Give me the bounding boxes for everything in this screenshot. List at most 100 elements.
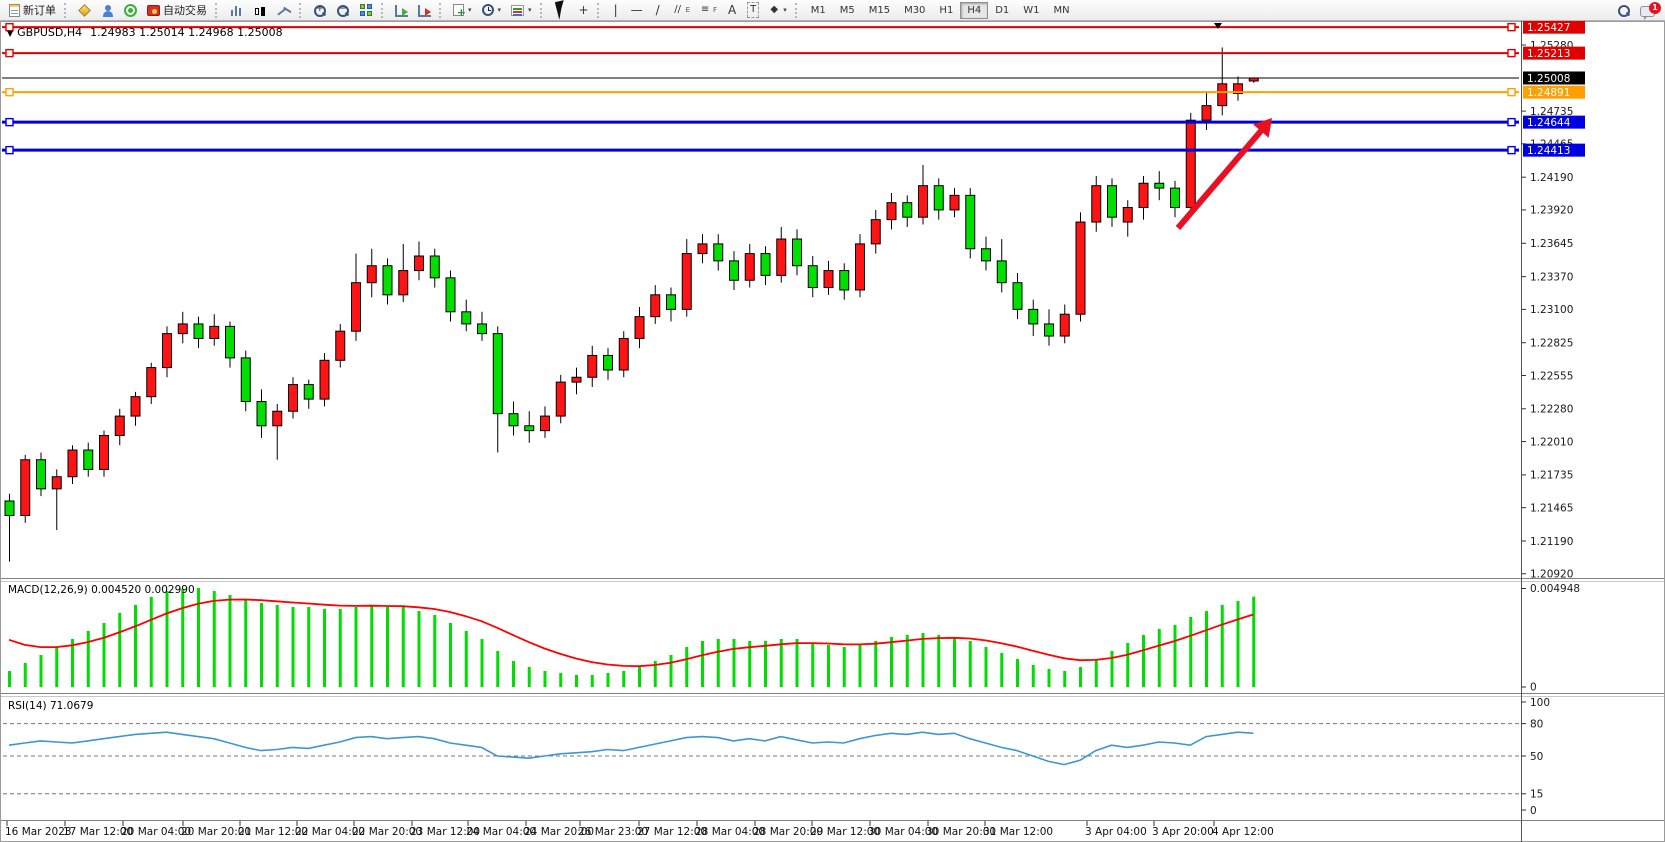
line-handle[interactable] xyxy=(5,117,14,127)
svg-text:21 Mar 12:00: 21 Mar 12:00 xyxy=(238,826,308,838)
zoom-out-icon: − xyxy=(336,4,349,17)
line-handle[interactable] xyxy=(5,48,14,58)
candle xyxy=(902,202,913,218)
price-tags: 1.25427 1.25213 1.25008 1.24891 1.24644 1.244… xyxy=(1523,21,1585,157)
vertical-line-tool-button[interactable]: | xyxy=(606,1,626,19)
svg-text:80: 80 xyxy=(1530,718,1543,730)
horizontal-line-tool-button[interactable]: — xyxy=(626,1,648,19)
line-handle[interactable] xyxy=(1507,87,1516,97)
candle xyxy=(67,449,78,478)
svg-text:1.24735: 1.24735 xyxy=(1530,106,1573,118)
line-chart-mode-button[interactable] xyxy=(272,1,296,19)
auto-scroll-button[interactable] xyxy=(390,1,413,19)
trendline-tool-button[interactable]: / xyxy=(648,1,668,19)
candle xyxy=(1170,187,1180,209)
svg-text:50: 50 xyxy=(1530,751,1543,763)
timeframe-button-w1[interactable]: W1 xyxy=(1023,4,1040,16)
timeframe-button-mn[interactable]: MN xyxy=(1053,4,1070,16)
price-tag xyxy=(1523,85,1585,99)
line-handle[interactable] xyxy=(5,87,14,97)
candle xyxy=(839,270,850,291)
fibonacci-tool-button[interactable]: ≡ F xyxy=(700,4,718,15)
timeframe-button-m1[interactable]: M1 xyxy=(810,4,826,16)
timeframe-button-m30[interactable]: M30 xyxy=(904,4,926,16)
svg-text:23 Mar 12:00: 23 Mar 12:00 xyxy=(410,826,480,838)
price-tag xyxy=(1523,71,1585,85)
symbol-dropdown-icon[interactable]: ▼ xyxy=(7,29,14,38)
chart-shift-button[interactable] xyxy=(413,1,436,19)
new-order-button[interactable]: 新订单 xyxy=(4,1,61,19)
text-tool-icon: A xyxy=(727,3,737,17)
profiles-button[interactable]: ▾ xyxy=(506,1,537,19)
market-watch-button[interactable] xyxy=(73,1,96,19)
search-icon[interactable] xyxy=(1617,4,1630,17)
rsi-indicator-label: RSI(14) 71.0679 xyxy=(8,700,94,712)
candle xyxy=(319,359,330,400)
tile-windows-icon xyxy=(359,3,373,17)
macd-indicator: 0.004948 0 xyxy=(8,583,1580,694)
candle xyxy=(51,476,62,490)
svg-text:0: 0 xyxy=(1530,682,1537,694)
candle xyxy=(256,401,267,427)
svg-text:1.25427: 1.25427 xyxy=(1527,22,1570,34)
chart-window[interactable]: 1.252801.247351.244651.241901.239201.236… xyxy=(0,21,1665,842)
new-chart-button[interactable]: ▾ xyxy=(448,1,477,19)
svg-text:3 Apr 20:00: 3 Apr 20:00 xyxy=(1152,826,1214,838)
candle xyxy=(272,410,283,427)
candle xyxy=(760,253,771,276)
timeframe-button-d1[interactable]: D1 xyxy=(995,4,1010,16)
svg-text:1.22010: 1.22010 xyxy=(1530,436,1573,448)
chevron-down-icon[interactable]: ▾ xyxy=(783,6,787,14)
trend-arrow-annotation[interactable] xyxy=(1175,118,1272,230)
macd-signal-line xyxy=(8,598,1254,668)
candle xyxy=(4,500,15,517)
chevron-down-icon[interactable]: ▾ xyxy=(528,6,532,14)
candlestick-mode-button[interactable] xyxy=(248,1,272,19)
svg-text:28 Mar 20:00: 28 Mar 20:00 xyxy=(753,826,823,838)
line-handle[interactable] xyxy=(1507,145,1516,155)
chevron-down-icon[interactable]: ▾ xyxy=(468,6,472,14)
horizontal-line-icon: — xyxy=(630,3,643,17)
timeframe-button-h1[interactable]: H1 xyxy=(939,4,954,16)
timeframe-button-m15[interactable]: M15 xyxy=(868,4,891,16)
new-chart-icon xyxy=(453,4,466,19)
periods-button[interactable]: ▾ xyxy=(477,1,507,19)
candle xyxy=(382,265,393,296)
current-bar-marker xyxy=(1214,23,1222,29)
svg-text:22 Mar 20:00: 22 Mar 20:00 xyxy=(352,826,422,838)
crosshair-tool-button[interactable]: + xyxy=(574,1,594,19)
text-tool-button[interactable]: A xyxy=(722,1,742,19)
community-button[interactable] xyxy=(96,1,119,19)
svg-text:1.21465: 1.21465 xyxy=(1530,502,1573,514)
bar-chart-mode-button[interactable] xyxy=(224,1,248,19)
timeframe-button-m5[interactable]: M5 xyxy=(839,4,855,16)
label-tool-icon: T xyxy=(747,2,760,18)
arrows-tool-button[interactable]: ◆ ▾ xyxy=(764,1,792,19)
label-tool-button[interactable]: T xyxy=(742,1,764,19)
auto-scroll-icon xyxy=(395,4,408,17)
candle xyxy=(1091,185,1102,223)
line-handle[interactable] xyxy=(1507,117,1516,127)
line-handle[interactable] xyxy=(1507,48,1516,58)
zoom-out-button[interactable]: − xyxy=(331,1,354,19)
timeframe-button-h4[interactable]: H4 xyxy=(960,1,989,19)
signals-button[interactable] xyxy=(119,1,142,19)
cursor-tool-button[interactable] xyxy=(549,0,574,20)
line-handle[interactable] xyxy=(1507,22,1516,32)
line-handle[interactable] xyxy=(5,22,14,32)
svg-text:1.25008: 1.25008 xyxy=(1527,73,1570,85)
chart-canvas[interactable]: 1.252801.247351.244651.241901.239201.236… xyxy=(0,21,1665,842)
channel-tool-button[interactable]: //E xyxy=(674,4,691,15)
candle xyxy=(744,253,755,281)
auto-trading-button[interactable]: 自动交易 xyxy=(142,1,212,19)
zoom-in-button[interactable]: + xyxy=(308,1,331,19)
line-handle[interactable] xyxy=(5,145,14,155)
horizontal-price-lines[interactable] xyxy=(2,22,1519,155)
tile-windows-button[interactable] xyxy=(354,1,378,19)
candle xyxy=(1028,308,1039,325)
svg-text:24 Mar 20:00: 24 Mar 20:00 xyxy=(524,826,594,838)
svg-text:1.20920: 1.20920 xyxy=(1530,569,1573,581)
notifications-icon[interactable]: 1 xyxy=(1640,1,1661,20)
vertical-line-icon: | xyxy=(613,3,618,17)
chevron-down-icon[interactable]: ▾ xyxy=(497,6,502,14)
